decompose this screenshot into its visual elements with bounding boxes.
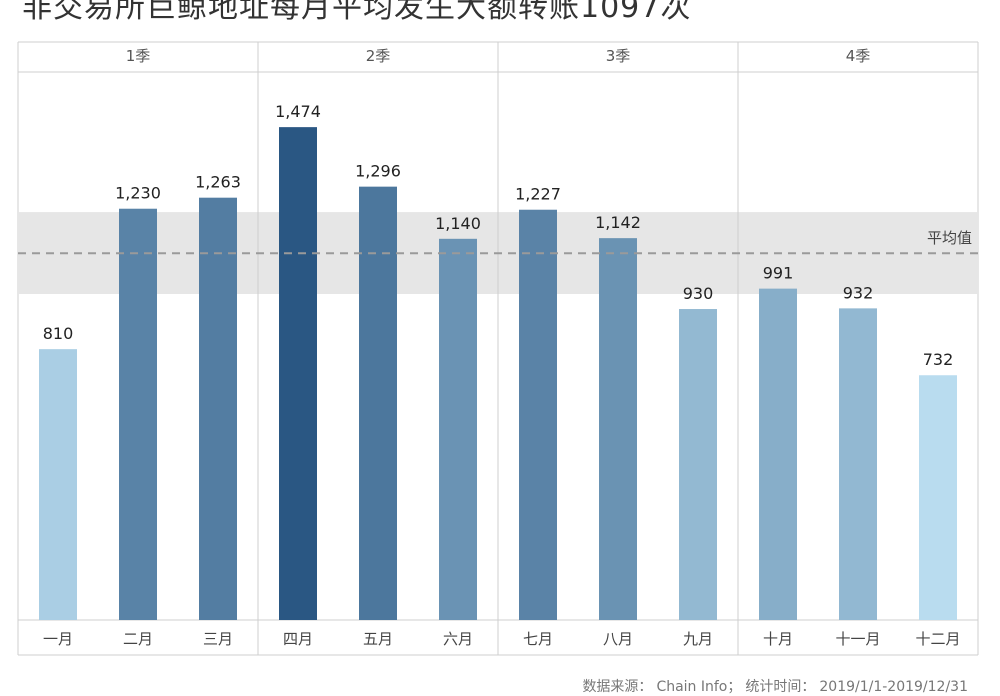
quarter-label: 1季 — [126, 47, 151, 65]
average-line-label: 平均值 — [927, 229, 972, 247]
period-label: 统计时间： — [745, 679, 816, 695]
bar — [359, 186, 397, 620]
chart-title: 非交易所巨鲸地址每月平均发生大额转账1097次 — [22, 0, 692, 25]
average-line: 平均值 — [18, 229, 978, 255]
category-label: 二月 — [123, 630, 153, 648]
category-label: 四月 — [283, 630, 313, 648]
data-labels: 810 1,230 1,263 1,474 1,296 1,140 1,227 1,142 93… — [43, 102, 954, 369]
category-label: 三月 — [203, 630, 233, 648]
bar — [759, 288, 797, 620]
source-name: Chain Info； — [656, 679, 742, 695]
quarter-label: 3季 — [606, 47, 631, 65]
category-labels: 一月 二月 三月 四月 五月 六月 七月 八月 九月 十月 十一月 十二月 — [43, 630, 961, 648]
quarter-label: 4季 — [846, 47, 871, 65]
bar — [199, 197, 237, 620]
category-label: 七月 — [523, 630, 553, 648]
category-label: 十一月 — [835, 630, 880, 648]
source-label: 数据来源： — [582, 679, 653, 695]
data-label: 930 — [683, 284, 714, 303]
quarter-label: 2季 — [366, 47, 391, 65]
bar — [679, 309, 717, 620]
data-label: 1,140 — [435, 214, 481, 233]
bar — [39, 349, 77, 620]
data-label: 991 — [763, 264, 794, 283]
data-label: 732 — [923, 350, 954, 369]
data-label: 1,296 — [355, 162, 401, 181]
bar — [439, 238, 477, 620]
category-label: 一月 — [43, 630, 73, 648]
bar — [599, 238, 637, 621]
category-label: 八月 — [603, 630, 633, 648]
data-label: 932 — [843, 283, 874, 302]
bar — [119, 208, 157, 620]
data-label: 1,230 — [115, 184, 161, 203]
category-label: 十二月 — [915, 630, 960, 648]
category-label: 十月 — [763, 630, 793, 648]
category-label: 五月 — [363, 630, 393, 648]
bar — [519, 209, 557, 621]
source-note: 数据来源： Chain Info； 统计时间： 2019/1/1-2019/12/31 — [582, 676, 972, 696]
data-label: 1,142 — [595, 213, 641, 232]
data-label: 1,227 — [515, 185, 561, 204]
data-label: 1,474 — [275, 102, 321, 121]
category-label: 九月 — [683, 630, 713, 648]
category-label: 六月 — [443, 630, 473, 648]
bar — [839, 308, 877, 620]
bar — [919, 375, 957, 620]
bar — [279, 127, 317, 620]
bars — [39, 127, 957, 621]
data-label: 810 — [43, 324, 74, 343]
period-value: 2019/1/1-2019/12/31 — [819, 679, 968, 695]
data-label: 1,263 — [195, 173, 241, 192]
quarter-headers: 1季 2季 3季 4季 — [126, 42, 871, 655]
